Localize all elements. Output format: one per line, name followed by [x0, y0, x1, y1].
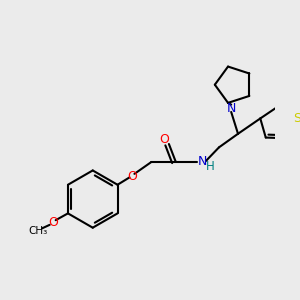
Text: O: O	[160, 133, 169, 146]
Text: N: N	[197, 154, 207, 167]
Text: O: O	[127, 169, 136, 182]
Text: CH₃: CH₃	[28, 226, 48, 236]
Text: S: S	[293, 112, 300, 125]
Text: N: N	[226, 102, 236, 115]
Text: O: O	[48, 216, 58, 230]
Text: H: H	[206, 160, 214, 173]
